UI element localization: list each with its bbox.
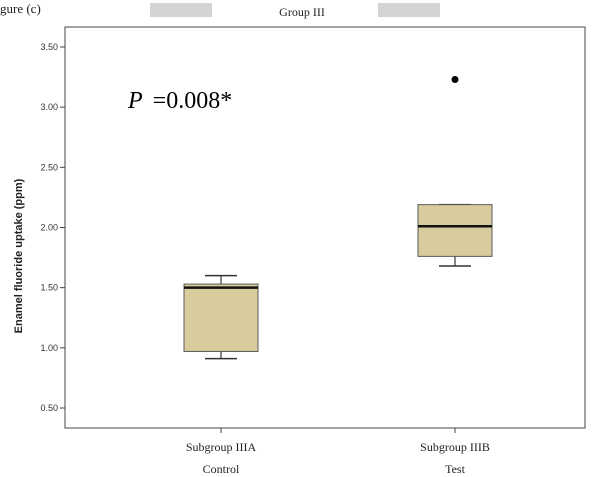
y-tick-label: 1.00 xyxy=(40,343,58,353)
p-value-label: P xyxy=(127,88,143,114)
x-category-label: Subgroup IIIA xyxy=(186,440,257,454)
box-group xyxy=(417,75,493,267)
outlier-point xyxy=(451,75,459,83)
y-axis-ticks: 0.50 1.00 1.50 2.00 2.50 3.00 3.50 xyxy=(40,42,65,413)
x-category-label: Subgroup IIIB xyxy=(420,440,490,454)
y-tick-label: 3.00 xyxy=(40,102,58,112)
header-fragment-text: gure (c) xyxy=(0,1,41,16)
chart-title: Group III xyxy=(279,5,325,19)
x-axis-ticks: Subgroup IIIA Control Subgroup IIIB Test xyxy=(186,428,490,476)
y-tick-label: 2.00 xyxy=(40,223,58,233)
y-tick-label: 3.50 xyxy=(40,42,58,52)
box-group xyxy=(183,274,259,360)
y-axis-label: Enamel fluoride uptake (ppm) xyxy=(13,178,25,333)
p-value-annotation: P =0.008* xyxy=(127,88,232,114)
box-series xyxy=(183,75,493,360)
plot-area xyxy=(64,26,586,429)
header-fragment: gure (c) xyxy=(0,1,440,17)
p-value-text: =0.008* xyxy=(153,88,233,114)
header-gray-box-1 xyxy=(150,3,212,17)
x-category-sublabel: Control xyxy=(203,462,240,476)
header-gray-box-2 xyxy=(378,3,440,17)
box xyxy=(183,283,259,352)
y-tick-label: 1.50 xyxy=(40,283,58,293)
y-tick-label: 2.50 xyxy=(40,162,58,172)
y-tick-label: 0.50 xyxy=(40,403,58,413)
box xyxy=(417,204,493,257)
x-category-sublabel: Test xyxy=(445,462,465,476)
